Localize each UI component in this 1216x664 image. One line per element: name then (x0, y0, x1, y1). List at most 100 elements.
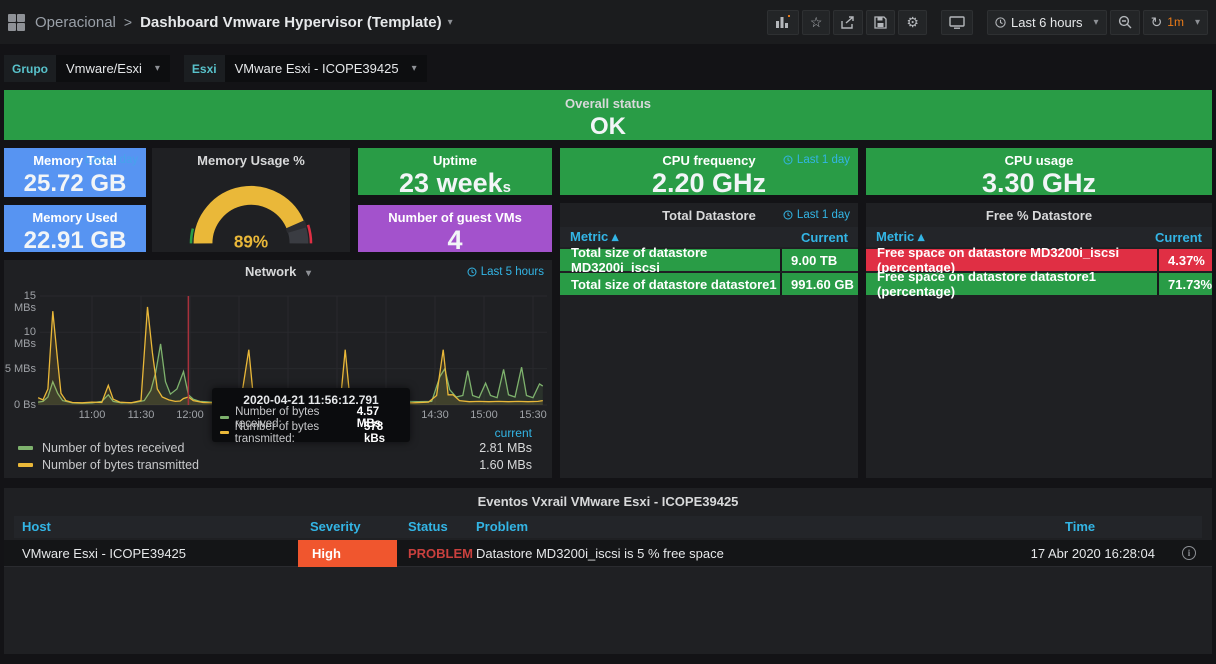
refresh-caret-icon: ▾ (1194, 16, 1200, 28)
page-title[interactable]: Dashboard Vmware Hypervisor (Template) (140, 13, 442, 31)
time-override-badge: Last 5 hours (467, 266, 544, 278)
x-axis-tick: 12:00 (176, 409, 204, 421)
column-current[interactable]: Current (1155, 229, 1202, 245)
time-override-badge: Last 1 day (783, 209, 850, 221)
time-range-caret-icon: ▾ (1093, 16, 1099, 28)
save-button[interactable] (866, 9, 896, 35)
problem-cell: Datastore MD3200i_iscsi is 5 % free spac… (476, 546, 724, 561)
panel-cpu-usage[interactable]: CPU usage 3.30 GHz (866, 148, 1212, 198)
tooltip-timestamp: 2020-04-21 11:56:12.791 (243, 393, 379, 407)
zoom-out-button[interactable] (1109, 9, 1140, 35)
y-axis-tick: 10 MBs (14, 326, 36, 350)
cycle-view-mode-button[interactable] (940, 9, 973, 35)
panel-memory-total[interactable]: Memory Total Last 1 day 25.72 GB (4, 148, 146, 197)
tooltip-row: Number of bytes received: 4.57 MBs (220, 406, 402, 430)
variable-esxi-select[interactable]: VMware Esxi - ICOPE39425 ▾ (224, 55, 427, 82)
network-chart[interactable] (4, 260, 552, 478)
series-color-dash (220, 416, 230, 419)
column-metric[interactable]: Metric ▴ (876, 229, 925, 244)
navbar-actions: ☆ ⚙ (766, 9, 1216, 35)
dashboards-grid-icon[interactable] (8, 13, 25, 31)
panel-title[interactable]: Network ▾ (245, 264, 311, 279)
table-header: Host Severity Status Problem Time (14, 516, 1202, 538)
variable-grupo-select[interactable]: Vmware/Esxi ▾ (56, 55, 170, 82)
panel-total-datastore[interactable]: Total Datastore Last 1 day Metric ▴ Curr… (560, 203, 858, 478)
clock-icon (467, 267, 477, 277)
panel-memory-usage-gauge[interactable]: Memory Usage % 89% (152, 148, 350, 252)
table-header: Metric ▴ Current (560, 227, 858, 247)
current-cell: 991.60 GB (780, 273, 858, 295)
chevron-down-icon: ▾ (411, 63, 417, 74)
time-override-badge: Last 1 day (84, 154, 138, 166)
series-color-dash (220, 431, 229, 434)
chart-tooltip: 2020-04-21 11:56:12.791 Number of bytes … (212, 388, 410, 445)
panel-title: Eventos Vxrail VMware Esxi - ICOPE39425 (477, 494, 739, 509)
sort-asc-icon: ▴ (917, 229, 925, 244)
clock-icon (783, 155, 793, 165)
y-axis-tick: 0 Bs (13, 399, 36, 411)
title-caret-icon[interactable]: ▾ (447, 16, 453, 28)
panel-events[interactable]: Eventos Vxrail VMware Esxi - ICOPE39425 … (4, 488, 1212, 654)
breadcrumb-folder[interactable]: Operacional (35, 13, 116, 31)
panel-title: Free % Datastore (985, 208, 1093, 223)
current-cell: 4.37% (1157, 249, 1212, 271)
panel-title: Number of guest VMs (388, 210, 522, 225)
legend-current-value: 2.81 MBs (479, 440, 532, 455)
column-current[interactable]: Current (801, 229, 848, 245)
column-problem[interactable]: Problem (476, 519, 529, 534)
panel-memory-used[interactable]: Memory Used 22.91 GB (4, 205, 146, 254)
panel-title: Memory Used (32, 210, 118, 225)
panel-menu-caret-icon[interactable]: ▾ (305, 268, 311, 279)
column-metric[interactable]: Metric ▴ (570, 229, 619, 244)
template-variables: Grupo Vmware/Esxi ▾ Esxi VMware Esxi - IC… (4, 55, 427, 82)
y-axis-tick: 5 MBs (4, 363, 36, 375)
clock-icon (783, 210, 793, 220)
metric-cell: Total size of datastore MD3200i_iscsi (571, 245, 708, 275)
time-range-picker[interactable]: Last 6 hours ▾ (986, 9, 1107, 35)
x-axis-tick: 11:30 (127, 409, 155, 421)
table-row: Free space on datastore datastore1 (perc… (866, 269, 1212, 299)
series-color-dash (18, 462, 33, 467)
info-icon[interactable]: i (1182, 546, 1196, 560)
panel-network[interactable]: Network ▾ Last 5 hours 15 MBs 10 MBs 5 M… (4, 260, 552, 478)
sort-asc-icon: ▴ (611, 229, 619, 244)
panel-title: Uptime (432, 153, 478, 168)
variable-esxi: Esxi VMware Esxi - ICOPE39425 ▾ (183, 55, 427, 82)
variable-grupo: Grupo Vmware/Esxi ▾ (4, 55, 170, 82)
metric-cell: Free space on datastore MD3200i_iscsi (p… (877, 245, 1120, 275)
column-status[interactable]: Status (408, 519, 448, 534)
panel-guest-vms[interactable]: Number of guest VMs 4 (358, 205, 552, 255)
legend-item[interactable]: Number of bytes received 2.81 MBs (18, 440, 532, 455)
panel-title: Overall status (565, 96, 651, 111)
share-button[interactable] (833, 9, 864, 35)
add-panel-button[interactable] (766, 9, 799, 35)
refresh-picker[interactable]: ↻ 1m ▾ (1142, 9, 1208, 35)
legend-column-current[interactable]: current (494, 426, 532, 440)
panel-cpu-frequency[interactable]: CPU frequency Last 1 day 2.20 GHz (560, 148, 858, 198)
refresh-icon: ↻ (1150, 14, 1163, 30)
column-severity[interactable]: Severity (310, 519, 361, 534)
panel-uptime[interactable]: Uptime 23 weeks (358, 148, 552, 198)
host-cell: VMware Esxi - ICOPE39425 (22, 546, 187, 561)
settings-button[interactable]: ⚙ (898, 9, 927, 35)
legend-item[interactable]: Number of bytes transmitted 1.60 MBs (18, 457, 532, 472)
table-header: Metric ▴ Current (866, 227, 1212, 247)
variable-grupo-label: Grupo (4, 55, 56, 82)
column-host[interactable]: Host (22, 519, 51, 534)
panel-overall-status[interactable]: Overall status OK (4, 90, 1212, 140)
x-axis-tick: 11:00 (78, 409, 106, 421)
star-button[interactable]: ☆ (801, 9, 831, 35)
time-cell: 17 Abr 2020 16:28:04 (1030, 546, 1155, 561)
column-time[interactable]: Time (1065, 519, 1096, 534)
uptime-value: 23 weeks (399, 168, 511, 198)
breadcrumb-separator: > (123, 14, 133, 30)
top-navbar: Operacional > Dashboard Vmware Hyperviso… (0, 0, 1216, 44)
y-axis-tick: 15 MBs (14, 290, 36, 314)
guest-vms-value: 4 (447, 225, 463, 255)
status-cell: PROBLEM (408, 546, 473, 561)
panel-free-datastore[interactable]: Free % Datastore Metric ▴ Current Free s… (866, 203, 1212, 478)
cpu-frequency-value: 2.20 GHz (651, 168, 767, 198)
table-row[interactable]: VMware Esxi - ICOPE39425 High PROBLEM Da… (4, 540, 1212, 567)
current-cell: 9.00 TB (780, 249, 858, 271)
